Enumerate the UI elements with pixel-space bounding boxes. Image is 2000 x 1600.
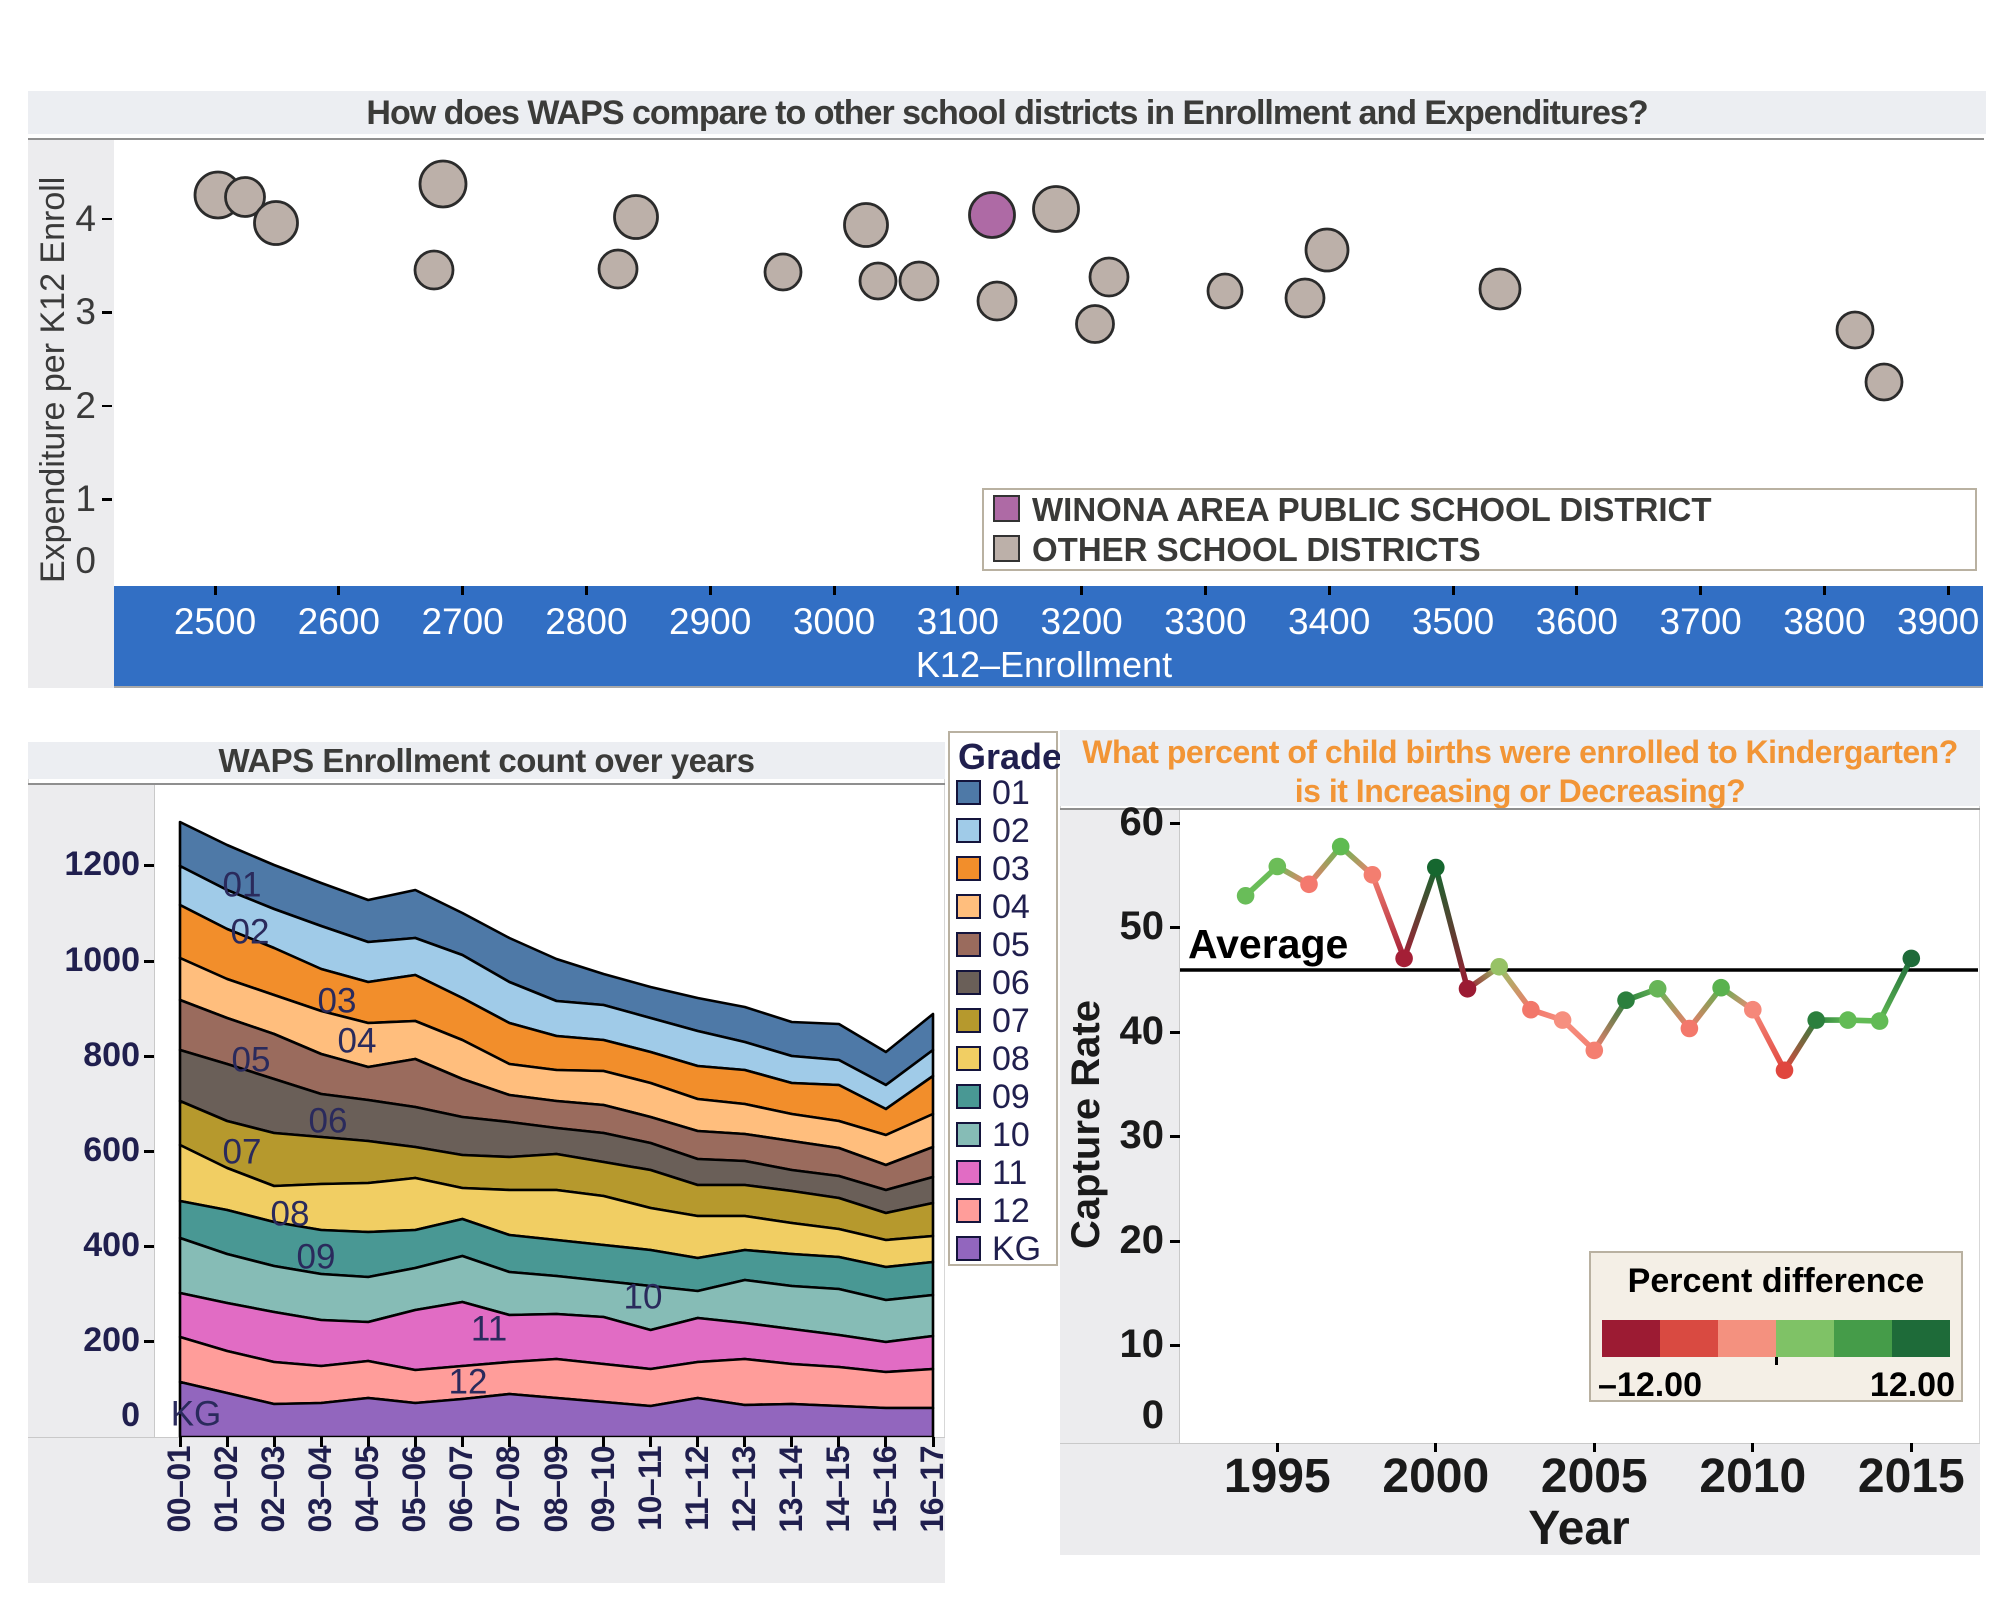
svg-text:06: 06 <box>309 1102 348 1141</box>
svg-text:04: 04 <box>338 1022 377 1061</box>
svg-text:KG: KG <box>171 1395 222 1434</box>
svg-text:03: 03 <box>318 982 357 1021</box>
svg-text:11: 11 <box>471 1310 507 1349</box>
svg-text:05: 05 <box>232 1041 271 1080</box>
svg-text:12: 12 <box>449 1363 488 1402</box>
svg-text:09: 09 <box>297 1238 336 1277</box>
svg-text:08: 08 <box>271 1195 310 1234</box>
svg-text:10: 10 <box>624 1278 663 1317</box>
svg-text:01: 01 <box>223 866 262 905</box>
svg-text:07: 07 <box>223 1133 262 1172</box>
svg-text:02: 02 <box>231 913 270 952</box>
